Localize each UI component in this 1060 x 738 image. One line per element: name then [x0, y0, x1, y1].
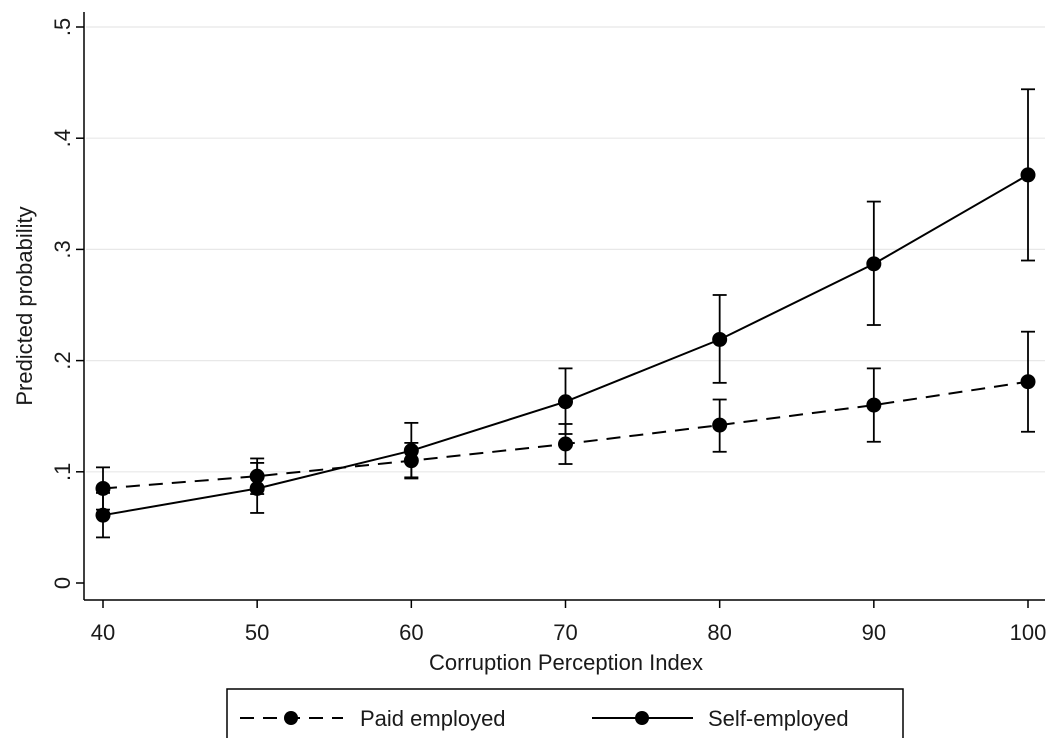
data-point-paid-employed [1020, 374, 1036, 390]
y-tick-label: .4 [50, 129, 75, 147]
legend-item-paid-employed: Paid employed [240, 706, 506, 731]
y-tick-label: 0 [50, 577, 75, 589]
data-point-paid-employed [558, 436, 573, 452]
data-point-self-employed [712, 331, 728, 347]
data-point-self-employed [1020, 167, 1036, 183]
data-point-paid-employed [866, 397, 882, 413]
x-tick-label: 60 [399, 620, 423, 645]
y-axis-title: Predicted probability [12, 206, 37, 405]
data-point-self-employed [866, 256, 882, 272]
y-tick-label: .5 [50, 18, 75, 36]
data-point-paid-employed [712, 417, 728, 433]
y-tick-label: .2 [50, 351, 75, 369]
grid-lines [86, 26, 1045, 473]
series-layer [95, 88, 1036, 539]
legend-label-self-employed: Self-employed [708, 706, 849, 731]
tick-marks: 0 .1 .2 .3 .4 .5 40 50 60 70 80 90 100 [50, 18, 1046, 645]
legend: Paid employed Self-employed [226, 688, 904, 738]
legend-marker-self-employed [635, 711, 649, 725]
x-tick-label: 40 [91, 620, 115, 645]
x-tick-label: 90 [862, 620, 886, 645]
legend-item-self-employed: Self-employed [592, 706, 849, 731]
x-tick-label: 80 [707, 620, 731, 645]
legend-label-paid-employed: Paid employed [360, 706, 506, 731]
x-axis-title: Corruption Perception Index [429, 650, 703, 675]
legend-marker-paid-employed [284, 711, 298, 725]
axes [83, 12, 1045, 601]
data-point-self-employed [403, 443, 419, 459]
series-self-employed [95, 88, 1036, 539]
data-point-self-employed [95, 507, 111, 523]
legend-box [226, 688, 904, 738]
y-tick-label: .3 [50, 240, 75, 258]
data-point-self-employed [558, 394, 573, 410]
x-tick-label: 70 [553, 620, 577, 645]
x-tick-label: 50 [245, 620, 269, 645]
x-tick-label: 100 [1010, 620, 1047, 645]
data-point-self-employed [249, 480, 265, 496]
y-tick-label: .1 [50, 463, 75, 481]
